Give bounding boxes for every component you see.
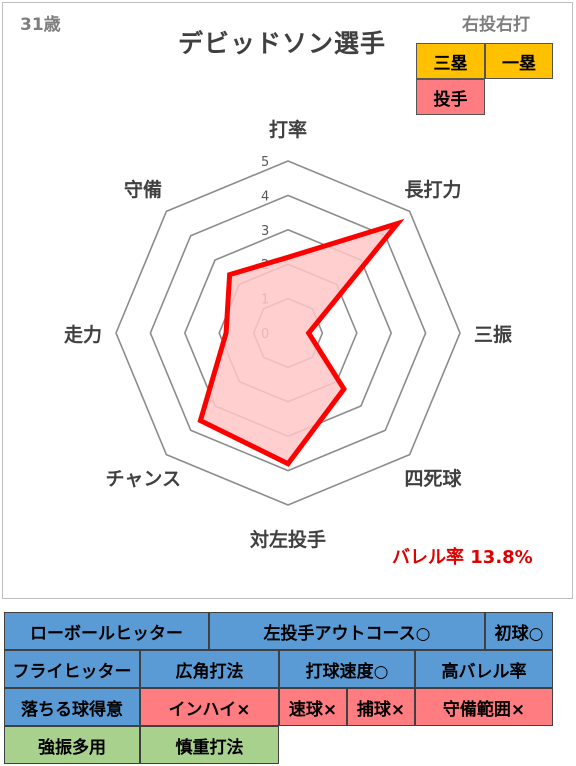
axis-label: 三振	[474, 323, 513, 346]
tick-label: 3	[261, 224, 269, 239]
axis-label: 対左投手	[250, 528, 327, 551]
tag-exit-velocity: 打球速度○	[279, 650, 415, 688]
tag-range: 守備範囲×	[415, 688, 553, 726]
tag-first-pitch: 初球○	[485, 612, 553, 650]
tag-catching: 捕球×	[347, 688, 415, 726]
axis-label: チャンス	[105, 468, 181, 491]
tag-patient-hitting: 慎重打法	[140, 726, 279, 764]
grid-ring-5	[115, 160, 461, 506]
tag-spray-hitting: 広角打法	[140, 650, 279, 688]
axis-label: 長打力	[404, 178, 462, 201]
tag-high-barrel-rate: 高バレル率	[415, 650, 553, 688]
tag-breaking-ball: 落ちる球得意	[4, 688, 140, 726]
axis-label: 四死球	[404, 468, 462, 491]
position-badge-third-base: 三塁	[416, 43, 485, 79]
barrel-rate: バレル率 13.8%	[392, 547, 533, 568]
tag-inside-high: インハイ×	[140, 688, 279, 726]
radar-series-polygon	[197, 218, 405, 467]
axis-label: 守備	[124, 178, 163, 201]
tick-label: 4	[261, 189, 269, 204]
throw-bat-type: 右投右打	[462, 15, 530, 35]
tick-label: 5	[261, 155, 269, 170]
player-name: デビッドソン選手	[178, 29, 387, 58]
tag-fastball: 速球×	[279, 688, 347, 726]
axis-label: 打率	[269, 118, 308, 141]
axis-label: 走力	[64, 323, 103, 346]
tag-vs-lhp-outside: 左投手アウトコース○	[209, 612, 485, 650]
tag-fly-hitter: フライヒッター	[4, 650, 140, 688]
radar-chart: 012345	[115, 155, 461, 506]
position-badge-first-base: 一塁	[485, 43, 553, 79]
position-badge-pitcher: 投手	[416, 79, 485, 115]
tag-low-ball-hitter: ローボールヒッター	[4, 612, 209, 650]
tag-hard-swing: 強振多用	[4, 726, 140, 764]
grid-ring-4	[149, 194, 427, 472]
player-age: 31歳	[20, 15, 61, 35]
